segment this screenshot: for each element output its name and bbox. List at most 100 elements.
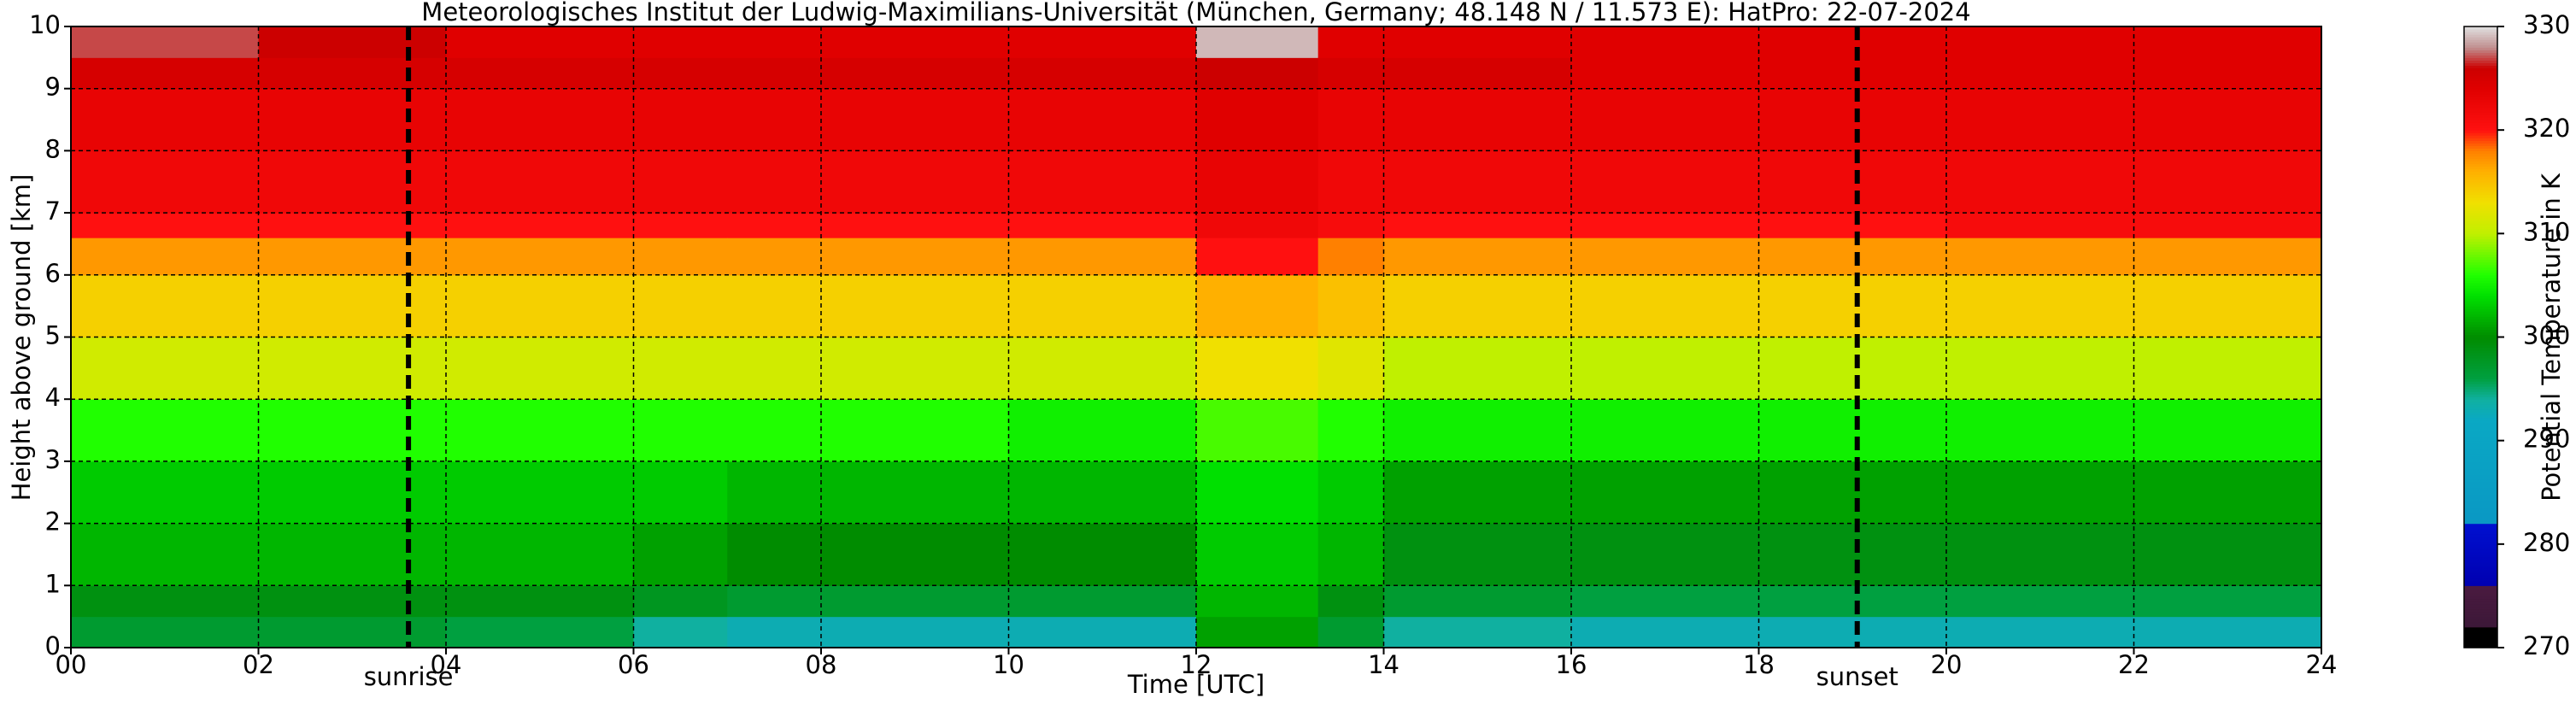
chart-title: Meteorologisches Institut der Ludwig-Max… — [421, 0, 1970, 26]
heatmap-cell — [633, 26, 728, 58]
colorbar-segment — [2464, 412, 2497, 415]
colorbar-segment — [2464, 171, 2497, 175]
heatmap-cell — [727, 337, 822, 400]
colorbar-segment — [2464, 269, 2497, 273]
colorbar-segment — [2464, 191, 2497, 196]
heatmap-cell — [1383, 213, 1572, 238]
colorbar-segment — [2464, 583, 2497, 586]
heatmap-cell — [1317, 399, 1384, 462]
colorbar-segment — [2464, 528, 2497, 532]
heatmap-cell — [633, 150, 728, 214]
heatmap-cell — [2133, 26, 2322, 58]
colorbar-segment — [2464, 430, 2497, 434]
heatmap-cell — [727, 523, 822, 586]
colorbar-segment — [2464, 226, 2497, 229]
heatmap-cell — [1196, 26, 1319, 58]
heatmap-cell — [821, 585, 1009, 618]
colorbar-segment — [2464, 218, 2497, 221]
y-axis-label: Height above ground [km] — [7, 174, 36, 502]
heatmap-cell — [2133, 88, 2322, 151]
colorbar-segment — [2464, 450, 2497, 455]
heatmap-cell — [446, 88, 634, 151]
heatmap-cell — [446, 337, 634, 400]
heatmap-cell — [633, 274, 728, 337]
heatmap-cell — [1317, 461, 1384, 525]
colorbar-segment — [2464, 52, 2497, 56]
colorbar-segment — [2464, 531, 2497, 535]
colorbar-segment — [2464, 47, 2497, 50]
colorbar-segment — [2464, 389, 2497, 392]
heatmap-cell — [2133, 274, 2322, 337]
heatmap-cell — [1196, 585, 1319, 618]
heatmap-cell — [633, 337, 728, 400]
heatmap-cell — [446, 26, 634, 58]
heatmap-cell — [1946, 461, 2134, 525]
x-tick-label: 10 — [993, 650, 1024, 679]
heatmap-cell — [821, 399, 1009, 462]
heatmap-cell — [821, 150, 1009, 214]
colorbar-segment — [2464, 644, 2497, 648]
colorbar-segment — [2464, 380, 2497, 384]
heatmap-cell — [727, 274, 822, 337]
colorbar-segment — [2464, 324, 2497, 327]
colorbar-segment — [2464, 556, 2497, 560]
heatmap-cell — [1383, 461, 1572, 525]
colorbar-segment — [2464, 565, 2497, 568]
heatmap-cell — [633, 88, 728, 151]
heatmap-cell — [446, 399, 634, 462]
colorbar-segment — [2464, 437, 2497, 442]
heatmap-cell — [1317, 274, 1384, 337]
colorbar-segment — [2464, 202, 2497, 206]
heatmap-cell — [1946, 238, 2134, 276]
colorbar-segment — [2464, 314, 2497, 317]
colorbar-segment — [2464, 279, 2497, 284]
colorbar-segment — [2464, 50, 2497, 53]
heatmap-cell — [1383, 26, 1572, 58]
colorbar-segment — [2464, 290, 2497, 294]
heatmap-cell — [1317, 150, 1384, 214]
heatmap-cell — [1196, 616, 1319, 648]
y-tick-label: 6 — [45, 259, 61, 288]
heatmap-cell — [1383, 150, 1572, 214]
heatmap-cell — [1758, 150, 1947, 214]
colorbar-segment — [2464, 515, 2497, 519]
colorbar-segment — [2464, 109, 2497, 113]
x-tick-label: 06 — [618, 650, 649, 679]
colorbar-segment — [2464, 83, 2497, 87]
colorbar-segment — [2464, 455, 2497, 460]
colorbar-segment — [2464, 153, 2497, 157]
heatmap-cell — [258, 461, 447, 525]
heatmap-cell — [1571, 213, 1759, 238]
heatmap-cell — [71, 399, 259, 462]
colorbar-segment — [2464, 62, 2497, 67]
x-tick-label: 18 — [1743, 650, 1775, 679]
colorbar-segment — [2464, 432, 2497, 437]
colorbar-segment — [2464, 114, 2497, 118]
heatmap-cell — [821, 57, 1009, 90]
colorbar-segment — [2464, 186, 2497, 191]
heatmap-cell — [1383, 337, 1572, 400]
colorbar-segment — [2464, 342, 2497, 346]
colorbar-segment — [2464, 259, 2497, 263]
heatmap-cell — [71, 616, 259, 648]
colorbar-segment — [2464, 220, 2497, 224]
colorbar-segment — [2464, 543, 2497, 548]
colorbar-segment — [2464, 67, 2497, 72]
heatmap-cell — [71, 238, 259, 276]
heatmap-cell — [727, 616, 822, 648]
colorbar-segment — [2464, 106, 2497, 110]
colorbar-segment — [2464, 42, 2497, 45]
colorbar-segment — [2464, 311, 2497, 314]
colorbar-segment — [2464, 575, 2497, 578]
colorbar-segment — [2464, 158, 2497, 162]
heatmap-cell — [1758, 523, 1947, 586]
heatmap-cell — [1196, 274, 1319, 337]
x-tick-label: 16 — [1556, 650, 1587, 679]
colorbar-segment — [2464, 541, 2497, 545]
colorbar-segment — [2464, 477, 2497, 480]
colorbar-segment — [2464, 44, 2497, 48]
heatmap-cell — [1008, 88, 1197, 151]
heatmap-cell — [258, 150, 447, 214]
heatmap-cell — [1008, 57, 1197, 90]
heatmap-cell — [1196, 57, 1319, 90]
